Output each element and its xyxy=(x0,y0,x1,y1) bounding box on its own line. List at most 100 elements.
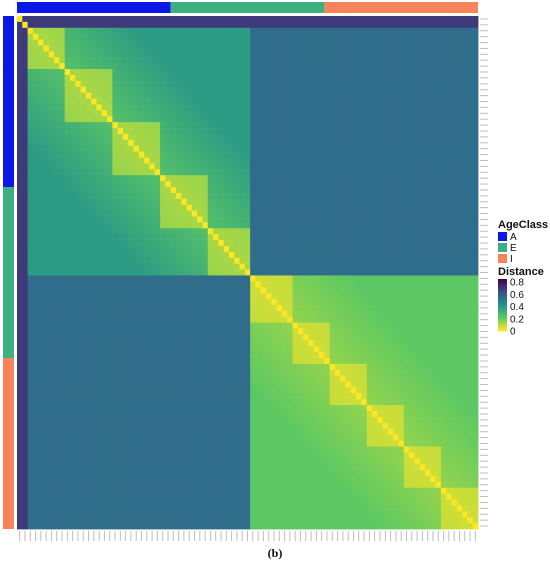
heatmap-cell xyxy=(446,181,452,188)
heatmap-cell xyxy=(472,45,479,52)
heatmap-cell xyxy=(393,204,399,211)
heatmap-cell xyxy=(244,251,251,259)
heatmap-cell xyxy=(276,133,283,141)
heatmap-cell xyxy=(313,228,320,235)
heatmap-cell xyxy=(276,69,283,76)
heatmap-cell xyxy=(59,39,66,46)
heatmap-cell xyxy=(462,33,468,40)
heatmap-cell xyxy=(96,16,103,23)
heatmap-cell xyxy=(54,110,60,117)
heatmap-cell xyxy=(223,169,230,176)
heatmap-cell xyxy=(414,240,421,247)
heatmap-cell xyxy=(377,240,384,247)
heatmap-cell xyxy=(59,110,66,117)
heatmap-cell xyxy=(170,245,177,253)
heatmap-cell xyxy=(244,334,251,341)
heatmap-cell xyxy=(218,157,225,164)
heatmap-cell xyxy=(303,51,309,58)
heatmap-cell xyxy=(414,204,421,211)
heatmap-cell xyxy=(207,169,214,176)
heatmap-cell xyxy=(197,293,203,300)
heatmap-cell xyxy=(287,322,293,329)
heatmap-cell xyxy=(234,304,240,312)
heatmap-cell xyxy=(340,133,346,141)
heatmap-cell xyxy=(43,86,50,94)
heatmap-cell xyxy=(467,45,474,52)
heatmap-cell xyxy=(17,222,23,229)
heatmap-cell xyxy=(366,163,373,170)
heatmap-cell xyxy=(75,299,81,306)
heatmap-cell xyxy=(38,175,44,182)
heatmap-cell xyxy=(239,139,246,147)
heatmap-cell xyxy=(425,181,431,188)
heatmap-cell xyxy=(160,316,166,324)
heatmap-cell xyxy=(281,33,288,40)
heatmap-cell xyxy=(377,21,384,29)
heatmap-cell xyxy=(186,92,193,99)
heatmap-cell xyxy=(69,216,76,223)
heatmap-cell xyxy=(213,204,219,211)
heatmap-cell xyxy=(22,98,28,105)
heatmap-cell xyxy=(324,110,331,117)
heatmap-cell xyxy=(122,163,129,170)
heatmap-cell xyxy=(414,157,421,164)
heatmap-cell xyxy=(38,157,44,164)
heatmap-cell xyxy=(17,234,23,241)
heatmap-cell xyxy=(329,192,336,200)
heatmap-cell xyxy=(403,39,410,46)
heatmap-cell xyxy=(59,104,66,111)
heatmap-cell xyxy=(207,293,214,300)
heatmap-cell xyxy=(372,293,378,300)
heatmap-cell xyxy=(186,110,193,117)
heatmap-cell xyxy=(144,187,150,194)
heatmap-cell xyxy=(38,334,44,341)
heatmap-cell xyxy=(160,198,166,206)
heatmap-cell xyxy=(197,57,203,64)
heatmap-cell xyxy=(181,216,187,223)
heatmap-cell xyxy=(43,122,50,129)
heatmap-cell xyxy=(250,310,256,318)
heatmap-cell xyxy=(149,287,156,294)
heatmap-cell xyxy=(160,240,166,247)
heatmap-cell xyxy=(398,57,405,64)
heatmap-cell xyxy=(440,69,447,76)
heatmap-cell xyxy=(122,133,129,141)
heatmap-cell xyxy=(223,322,230,329)
heatmap-cell xyxy=(186,310,193,318)
heatmap-cell xyxy=(69,151,76,158)
heatmap-cell xyxy=(308,157,315,164)
heatmap-cell xyxy=(207,33,214,40)
heatmap-cell xyxy=(223,245,230,253)
heatmap-cell xyxy=(80,92,87,99)
heatmap-cell xyxy=(112,104,119,111)
heatmap-cell xyxy=(32,310,39,318)
heatmap-cell xyxy=(218,310,225,318)
heatmap-cell xyxy=(414,63,421,70)
heatmap-cell xyxy=(467,169,474,176)
heatmap-cell xyxy=(54,228,60,235)
heatmap-cell xyxy=(239,328,246,335)
heatmap-cell xyxy=(144,293,150,300)
heatmap-cell xyxy=(255,328,262,335)
heatmap-cell xyxy=(128,263,134,270)
heatmap-cell xyxy=(287,21,293,29)
heatmap-cell xyxy=(377,187,384,194)
heatmap-cell xyxy=(154,116,161,123)
heatmap-cell xyxy=(32,139,39,147)
heatmap-cell xyxy=(144,240,150,247)
heatmap-cell xyxy=(250,269,256,276)
heatmap-cell xyxy=(181,86,187,94)
heatmap-cell xyxy=(80,181,87,188)
heatmap-cell xyxy=(207,299,214,306)
heatmap-cell xyxy=(22,151,28,158)
heatmap-cell xyxy=(446,16,452,23)
heatmap-cell xyxy=(250,334,256,341)
heatmap-cell xyxy=(128,122,134,129)
heatmap-cell xyxy=(27,145,34,153)
heatmap-cell xyxy=(472,287,479,294)
heatmap-cell xyxy=(197,133,203,141)
heatmap-cell xyxy=(446,122,452,129)
heatmap-cell xyxy=(398,287,405,294)
heatmap-cell xyxy=(350,175,357,182)
heatmap-cell xyxy=(319,21,325,29)
